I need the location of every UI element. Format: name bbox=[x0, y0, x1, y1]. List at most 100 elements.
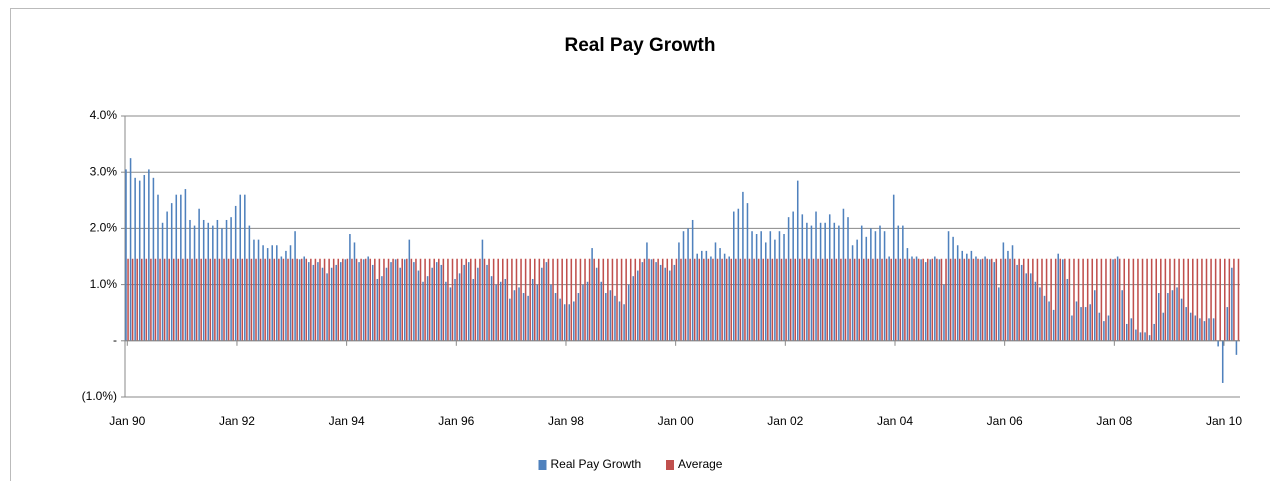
bar bbox=[947, 231, 950, 341]
bar bbox=[917, 258, 920, 341]
bar bbox=[223, 258, 225, 341]
bar bbox=[838, 225, 840, 341]
bar bbox=[287, 258, 289, 341]
bar bbox=[413, 262, 415, 341]
bar bbox=[515, 258, 518, 341]
bar bbox=[767, 258, 769, 341]
bar bbox=[408, 239, 411, 341]
x-tick-label: Jan 04 bbox=[877, 414, 913, 428]
bar bbox=[826, 258, 828, 341]
bar bbox=[180, 194, 182, 341]
bar bbox=[614, 295, 616, 341]
bar bbox=[163, 258, 166, 341]
legend-label: Average bbox=[678, 457, 723, 471]
bar bbox=[1020, 264, 1023, 341]
bar bbox=[584, 258, 586, 341]
bar bbox=[543, 258, 545, 341]
bar bbox=[739, 258, 742, 341]
bar bbox=[1125, 323, 1128, 341]
bar bbox=[1036, 258, 1039, 341]
bar bbox=[1118, 258, 1121, 341]
bar bbox=[902, 225, 904, 341]
bar bbox=[783, 234, 785, 341]
bar bbox=[1043, 295, 1046, 341]
bar bbox=[1237, 258, 1240, 341]
bar bbox=[1128, 258, 1130, 341]
bar bbox=[533, 258, 536, 341]
bar bbox=[680, 258, 682, 341]
bar bbox=[227, 258, 230, 341]
bar bbox=[257, 239, 260, 341]
bar bbox=[1091, 258, 1094, 341]
bar bbox=[701, 250, 703, 341]
bar bbox=[949, 258, 952, 341]
bar bbox=[280, 256, 283, 341]
bar bbox=[340, 262, 342, 341]
bar bbox=[620, 258, 623, 341]
bar bbox=[145, 258, 148, 341]
bar bbox=[1182, 258, 1185, 341]
bar bbox=[979, 259, 982, 341]
bar bbox=[522, 293, 525, 341]
bar bbox=[200, 258, 202, 341]
bar bbox=[435, 262, 438, 341]
bar bbox=[673, 264, 676, 341]
bar bbox=[1022, 258, 1025, 341]
bar bbox=[1009, 258, 1011, 341]
bar bbox=[1199, 318, 1201, 341]
bar bbox=[1112, 259, 1114, 341]
bar bbox=[956, 245, 959, 341]
bar bbox=[463, 264, 465, 341]
bar bbox=[1096, 258, 1098, 341]
bar bbox=[828, 214, 831, 341]
bar bbox=[716, 258, 719, 341]
bar bbox=[140, 258, 143, 341]
bar bbox=[751, 231, 753, 341]
bar bbox=[424, 258, 426, 341]
bar bbox=[794, 258, 796, 341]
bar bbox=[634, 258, 637, 341]
bar bbox=[150, 258, 152, 341]
bar bbox=[710, 256, 712, 341]
x-tick-label: Jan 10 bbox=[1206, 414, 1242, 428]
bar bbox=[268, 258, 271, 341]
bar bbox=[687, 228, 689, 341]
bar bbox=[419, 258, 422, 341]
bar bbox=[671, 258, 673, 341]
bar bbox=[495, 284, 497, 341]
bar bbox=[984, 256, 986, 341]
bar bbox=[175, 194, 178, 341]
bar bbox=[262, 245, 264, 341]
bar bbox=[785, 258, 787, 341]
bar bbox=[568, 304, 571, 341]
bar bbox=[693, 258, 696, 341]
bar bbox=[579, 258, 582, 341]
bar bbox=[310, 258, 312, 341]
bar bbox=[586, 281, 589, 341]
bar bbox=[1057, 253, 1059, 341]
bar bbox=[499, 281, 502, 341]
bar bbox=[221, 228, 223, 341]
bar bbox=[607, 258, 609, 341]
bar bbox=[712, 258, 714, 341]
legend-label: Real Pay Growth bbox=[551, 457, 642, 471]
bar bbox=[876, 258, 879, 341]
bar bbox=[431, 267, 433, 341]
bar bbox=[477, 267, 479, 341]
bar bbox=[335, 264, 337, 341]
bar bbox=[1150, 258, 1153, 341]
bar bbox=[561, 258, 563, 341]
bar bbox=[456, 258, 458, 341]
bar bbox=[988, 259, 991, 341]
bar bbox=[650, 259, 653, 341]
bar bbox=[428, 258, 431, 341]
bar bbox=[394, 259, 397, 341]
bar bbox=[276, 245, 278, 341]
bar bbox=[931, 258, 934, 341]
bar bbox=[289, 245, 292, 341]
y-tick-label: 1.0% bbox=[90, 277, 118, 291]
bar bbox=[449, 287, 452, 341]
bar bbox=[1007, 250, 1009, 341]
